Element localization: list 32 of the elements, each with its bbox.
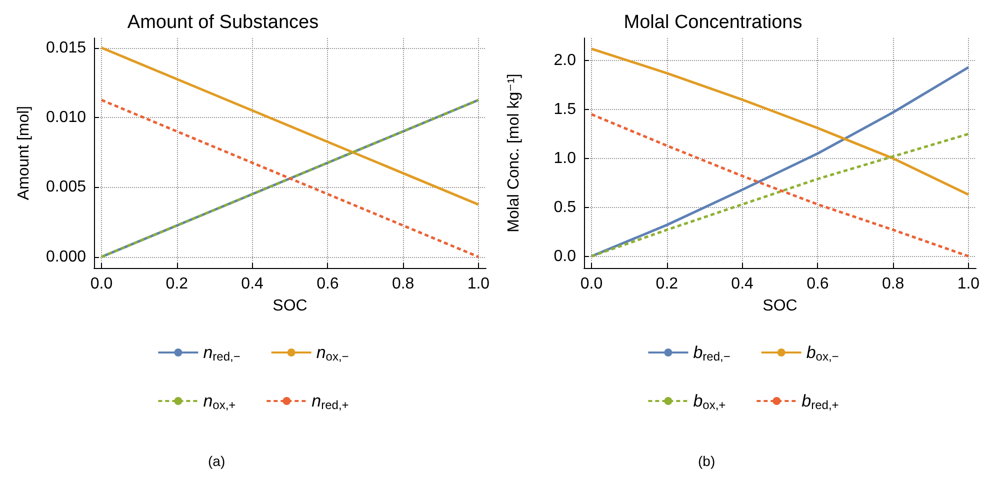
x-tick-label: 0.0 bbox=[90, 276, 113, 292]
chart-title: Amount of Substances bbox=[127, 12, 319, 33]
y-tick-label: 1.5 bbox=[554, 100, 576, 118]
x-tick-label: 0.2 bbox=[166, 276, 188, 292]
x-tick-label: 0.2 bbox=[656, 276, 678, 292]
x-tick-label: 0.4 bbox=[241, 276, 264, 292]
y-tick-label: 0.005 bbox=[46, 178, 86, 196]
text: (a) bbox=[208, 453, 226, 469]
x-tick-label: 0.6 bbox=[316, 276, 339, 292]
y-tick-label: 0.0 bbox=[554, 248, 576, 265]
y-axis-title: Molal Conc. [mol kg⁻¹] bbox=[506, 74, 522, 232]
y-tick-label: 0.5 bbox=[554, 198, 576, 216]
x-tick-label: 0.4 bbox=[731, 276, 754, 292]
line-series bbox=[100, 46, 480, 206]
y-tick-label: 2.0 bbox=[554, 52, 576, 70]
x-tick-label: 1.0 bbox=[957, 276, 980, 292]
line-series bbox=[590, 66, 970, 258]
x-tick-label: 0.6 bbox=[806, 276, 829, 292]
x-axis-title: SOC bbox=[272, 298, 308, 314]
text: (b) bbox=[698, 453, 716, 469]
y-tick-label: 0.000 bbox=[46, 248, 86, 266]
x-tick-label: 1.0 bbox=[467, 276, 490, 292]
x-tick-label: 0.8 bbox=[882, 276, 904, 292]
line-series bbox=[590, 48, 970, 196]
x-tick-label: 0.0 bbox=[580, 276, 603, 292]
x-axis-title: SOC bbox=[762, 298, 798, 314]
y-axis-title: Amount [mol] bbox=[16, 106, 32, 200]
chart-title: Molal Concentrations bbox=[624, 12, 802, 33]
y-tick-label: 1.0 bbox=[554, 150, 576, 167]
y-tick-label: 0.015 bbox=[46, 39, 86, 56]
y-tick-label: 0.010 bbox=[46, 108, 86, 126]
x-tick-label: 0.8 bbox=[392, 276, 414, 292]
